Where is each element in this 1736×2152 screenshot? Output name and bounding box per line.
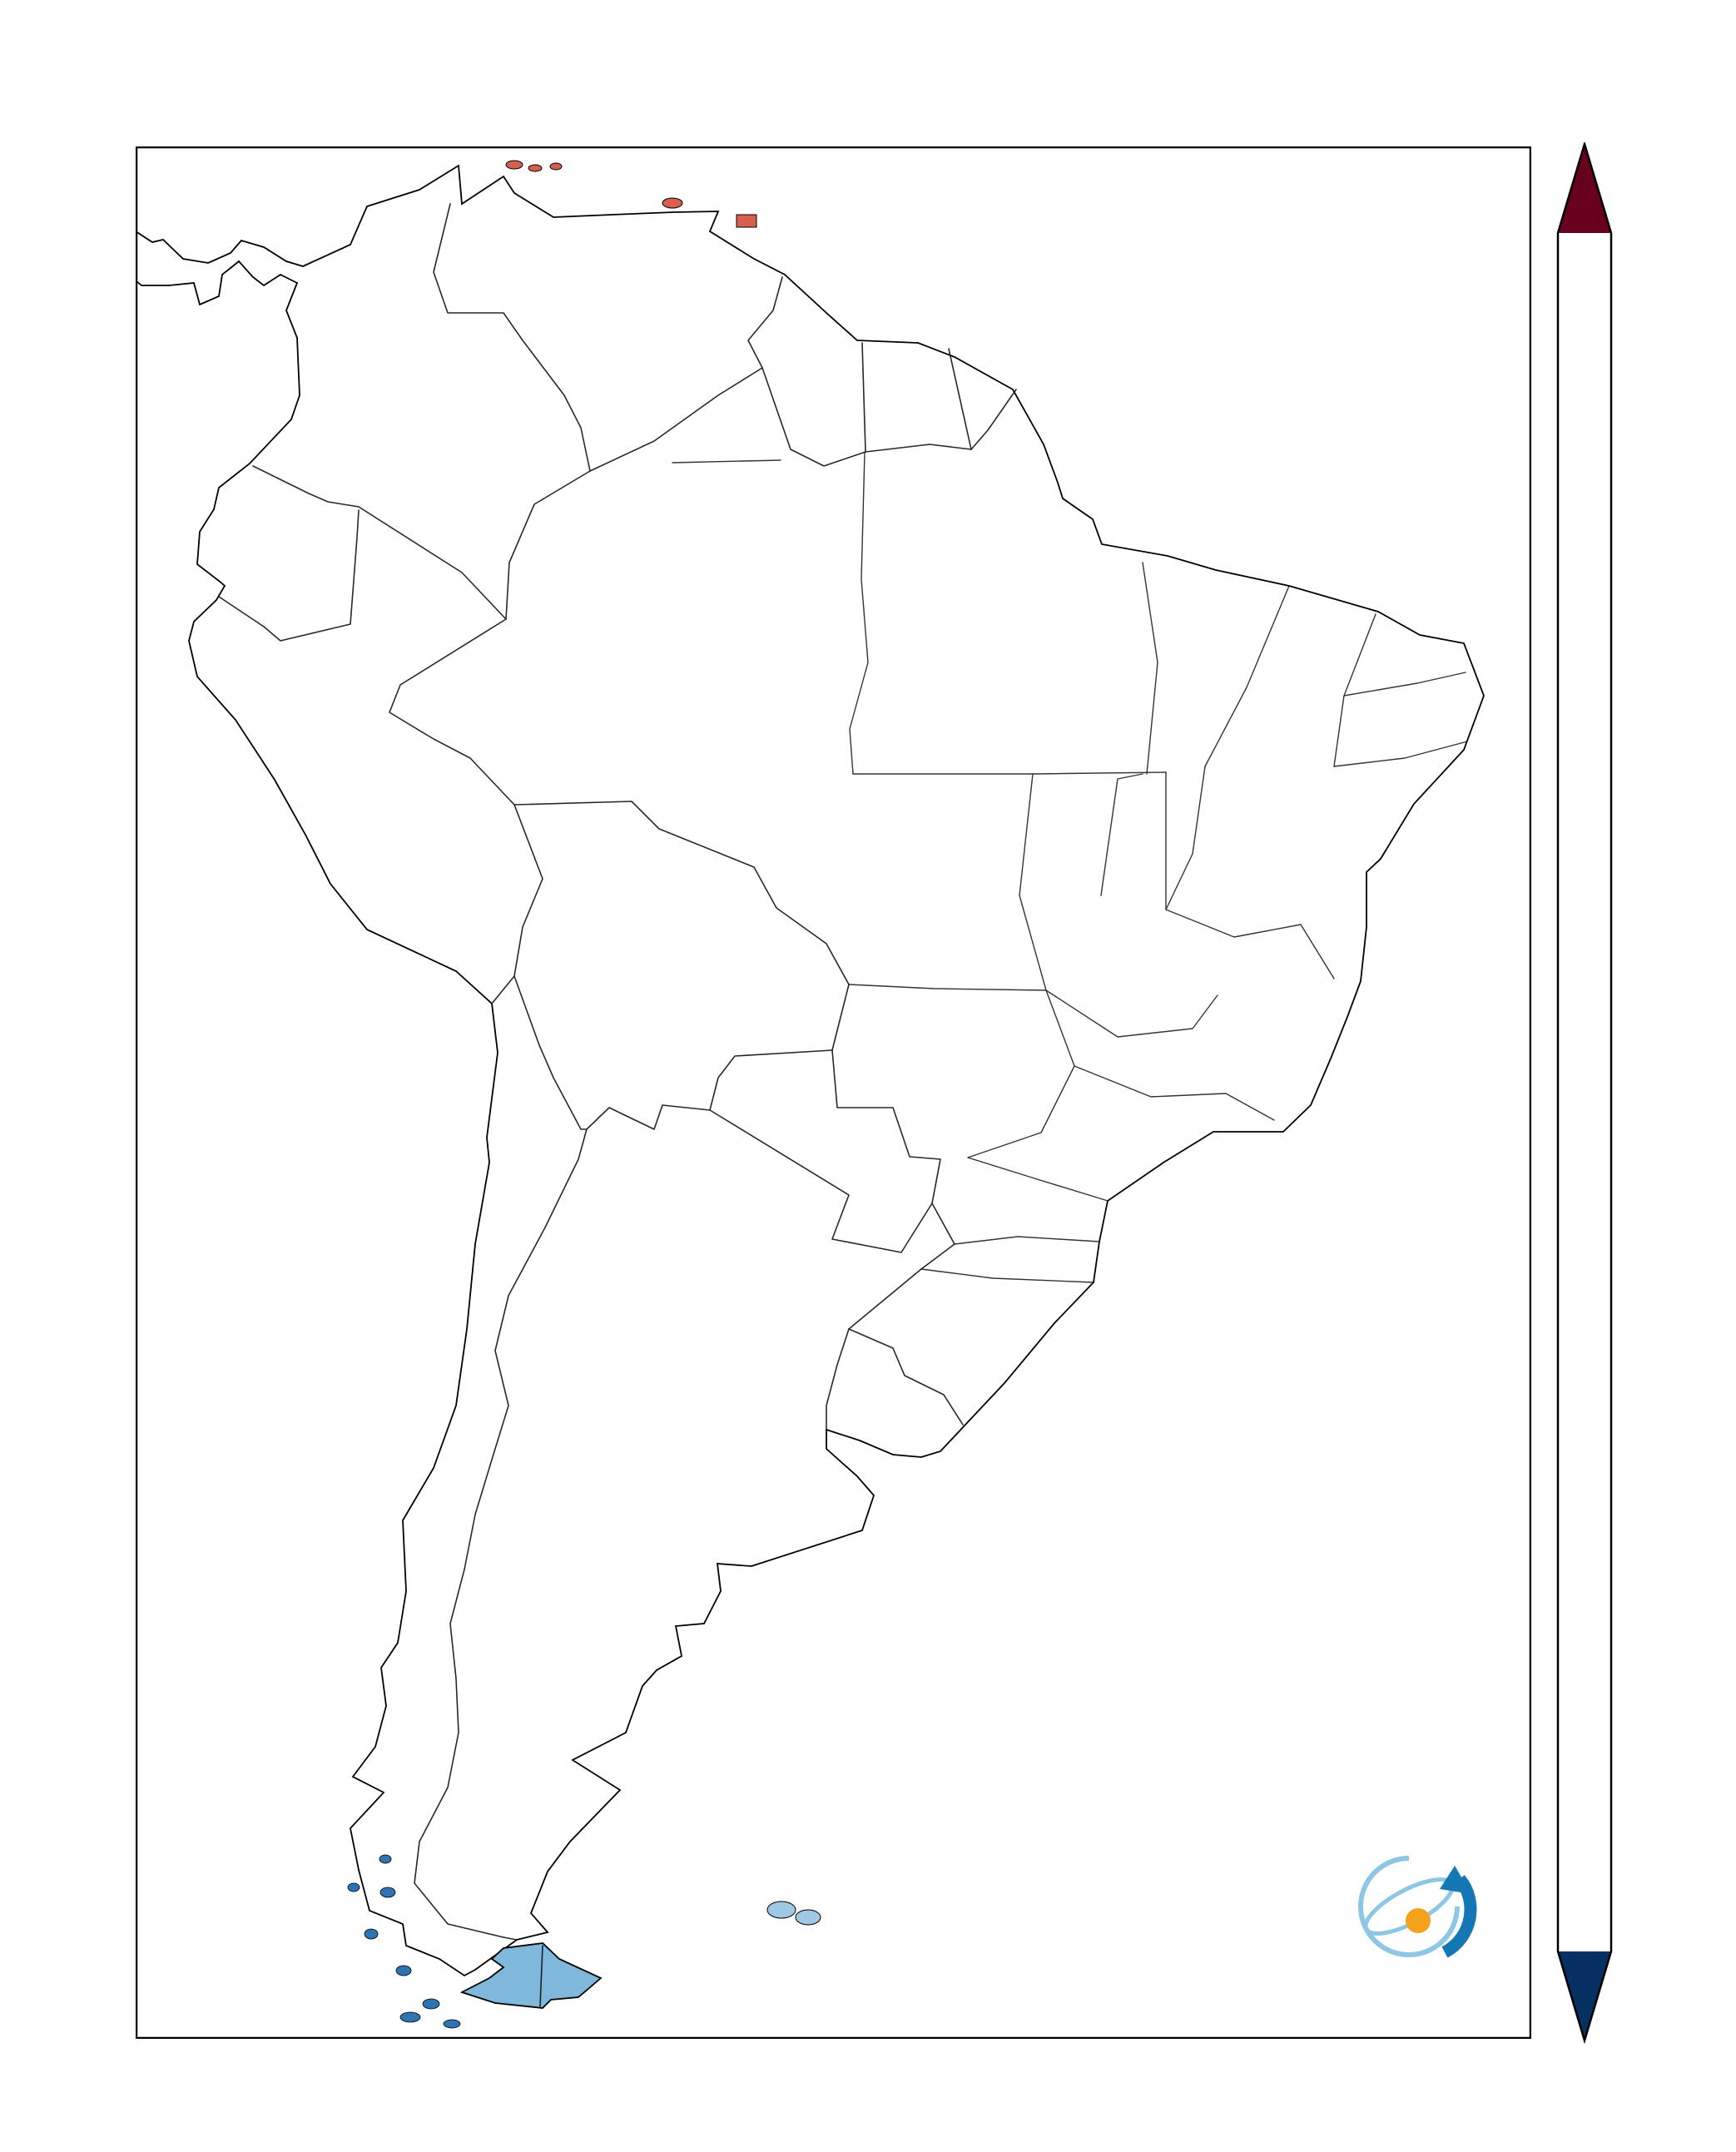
cool-patch-mantiqueira (1168, 1049, 1326, 1158)
island-falkland-west (766, 1901, 796, 1919)
cool-patch-nw-argentina (531, 1158, 672, 1349)
colorbar-outline (1556, 142, 1613, 2045)
island-bonaire (549, 162, 563, 171)
cold-core-patagonia (414, 1819, 556, 1961)
cool-strip-colombia-andes-2 (350, 278, 404, 450)
colorbar (1556, 142, 1613, 2045)
logo-orange-sphere (1406, 1908, 1431, 1933)
temperature-field (136, 146, 1531, 2039)
coastline-mainland (136, 165, 1485, 1976)
island-curacao (528, 164, 543, 172)
cool-strip-colombia-andes (269, 292, 373, 627)
map-frame (136, 146, 1531, 2039)
cool-patch-brazil-highlands (1047, 891, 1338, 1116)
islands-chilean-fjords (347, 1854, 461, 2029)
island-aruba (505, 160, 523, 170)
logo-arrowhead (1440, 1866, 1471, 1894)
state-borders (672, 452, 1468, 1283)
island-falkland-east (795, 1909, 821, 1926)
warm-patch-llanos (419, 296, 568, 496)
warm-patch-ne-brazil (1338, 596, 1505, 712)
country-borders (218, 203, 1017, 2007)
island-trinidad (736, 214, 757, 228)
colorbar-gradient (1558, 233, 1611, 1951)
warm-patch-nw-colombia (331, 217, 431, 342)
warm-band-caribbean-coast (385, 209, 731, 240)
islands (347, 160, 821, 2029)
colorbar-arrow-over (1558, 144, 1611, 233)
mild-patch-patagonia-coast (527, 1503, 743, 1786)
cool-patch-south-brazil (1022, 1199, 1180, 1307)
cold-patch-patagonia (369, 1694, 618, 1994)
colorbar-arrow-under (1558, 1951, 1611, 2040)
island-margarita (662, 197, 683, 209)
cool-strip-peru-coast (194, 646, 456, 969)
logo-swirl (1358, 1856, 1460, 1957)
coastline-tierra-del-fuego (461, 1942, 602, 2009)
lake-maracaibo (447, 214, 474, 254)
logo-orbit (1363, 1877, 1455, 1936)
andes-cold-band (245, 696, 601, 1733)
map-canvas (136, 146, 1531, 2039)
warm-patch-amazon (427, 413, 910, 662)
inpe-logo (1358, 1856, 1477, 1958)
